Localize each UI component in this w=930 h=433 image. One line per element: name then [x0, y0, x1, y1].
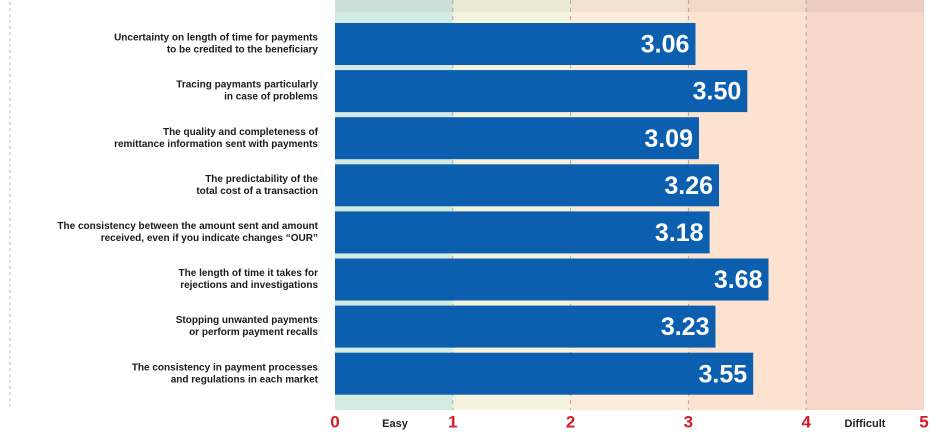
category-label: remittance information sent with payment… — [114, 139, 318, 150]
value-label: 3.50 — [693, 78, 742, 106]
category-label: or perform payment recalls — [189, 327, 318, 338]
value-label: 3.26 — [664, 172, 713, 200]
category-label: to be credited to the beneficiary — [167, 45, 319, 56]
category-label: Uncertainty on length of time for paymen… — [114, 33, 318, 44]
x-tick-label: 3 — [684, 412, 693, 431]
value-label: 3.06 — [641, 31, 690, 59]
band-top-strip — [570, 0, 689, 12]
value-label: 3.09 — [644, 125, 693, 153]
category-label: Stopping unwanted payments — [176, 315, 319, 326]
band-top-strip — [452, 0, 571, 12]
bar — [335, 305, 716, 348]
category-label: The quality and completeness of — [163, 127, 319, 138]
bar — [335, 117, 700, 160]
x-tick-label: 4 — [801, 412, 811, 431]
category-label: The consistency in payment processes — [132, 362, 319, 373]
category-label: The length of time it takes for — [179, 268, 319, 279]
x-tick-label: 2 — [566, 412, 575, 431]
annotation: Easy — [382, 418, 409, 430]
value-label: 3.55 — [699, 360, 748, 388]
category-label: in case of problems — [224, 92, 318, 103]
x-tick-label: 0 — [330, 412, 339, 431]
bar — [335, 211, 710, 254]
annotation: Difficult — [845, 418, 886, 430]
value-label: 3.18 — [655, 219, 704, 247]
value-label: 3.23 — [661, 313, 710, 341]
bar — [335, 23, 696, 65]
bar — [335, 164, 720, 207]
category-label: total cost of a transaction — [196, 186, 318, 197]
band-top-strip — [688, 0, 807, 12]
band-top-strip — [335, 0, 453, 12]
category-label: The consistency between the amount sent … — [57, 221, 318, 232]
bar — [335, 258, 769, 301]
value-label: 3.68 — [714, 266, 763, 294]
band-top-strip — [806, 0, 924, 12]
category-label: received, even if you indicate changes “… — [101, 233, 318, 244]
bar — [335, 70, 748, 113]
category-label: and regulations in each market — [171, 374, 319, 385]
category-label: rejections and investigations — [180, 280, 318, 291]
background-band — [806, 0, 924, 410]
x-tick-label: 5 — [919, 412, 928, 431]
bar — [335, 352, 754, 395]
category-label: The predictability of the — [205, 174, 318, 185]
category-label: Tracing paymants particularly — [176, 80, 318, 91]
x-tick-label: 1 — [448, 412, 457, 431]
